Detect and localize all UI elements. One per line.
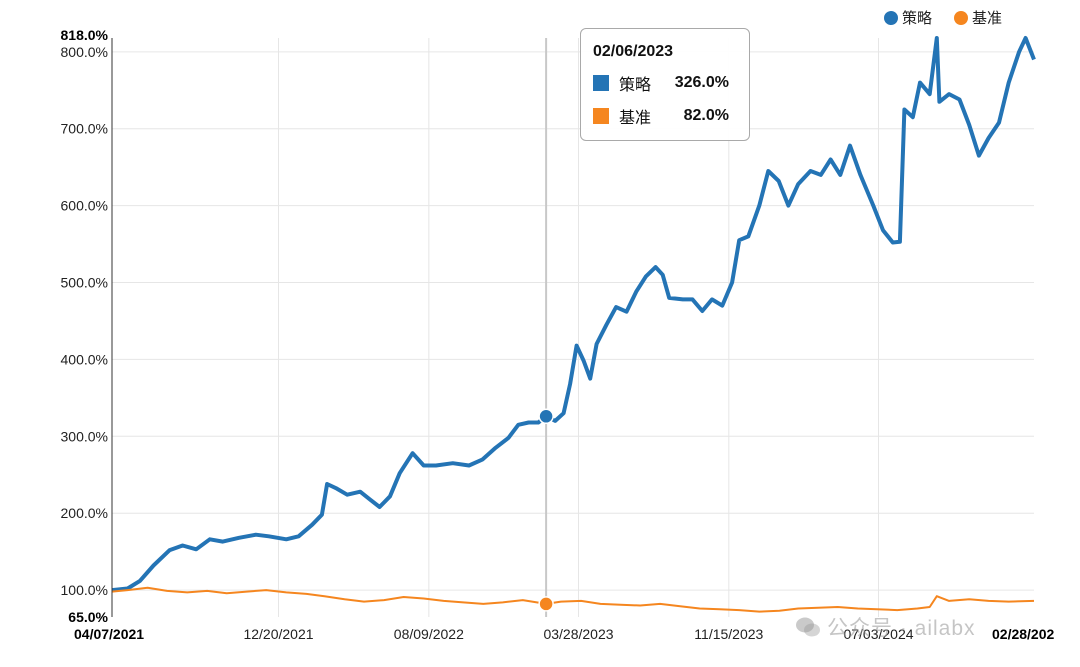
series-line-benchmark <box>111 586 1035 613</box>
legend-item-benchmark[interactable]: 基准 <box>953 7 1002 28</box>
tooltip-row-benchmark: 基准 82.0% <box>593 104 737 128</box>
tooltip-name-strategy: 策略 <box>619 77 652 94</box>
y-tick-label: 600.0% <box>61 198 108 214</box>
tooltip-swatch-strategy <box>593 75 609 91</box>
y-tick-label: 500.0% <box>61 275 108 291</box>
tooltip-value-strategy: 326.0% <box>674 74 729 91</box>
x-tick-label: 08/09/2022 <box>394 626 464 642</box>
legend-dot-strategy <box>883 10 898 25</box>
wechat-icon <box>796 617 820 637</box>
legend-label-benchmark: 基准 <box>971 10 1002 27</box>
y-tick-label: 700.0% <box>61 121 108 137</box>
x-tick-label: 07/03/2024 <box>843 626 913 642</box>
hover-marker-benchmark <box>538 596 554 612</box>
y-tick-label: 818.0% <box>61 27 109 43</box>
y-tick-label: 200.0% <box>61 505 108 521</box>
tooltip-swatch-benchmark <box>593 108 609 124</box>
series-lines <box>111 36 1036 613</box>
y-tick-label: 300.0% <box>61 428 108 444</box>
x-axis-ticks: 04/07/2021 12/20/2021 08/09/2022 03/28/2023… <box>74 626 1054 642</box>
tooltip-name-benchmark: 基准 <box>619 110 652 127</box>
y-axis-ticks: 818.0%800.0% 700.0% 600.0% 500.0% 400.0% 300.… <box>61 27 109 625</box>
y-tick-label: 100.0% <box>61 582 108 598</box>
tooltip-date: 02/06/2023 <box>593 43 674 60</box>
tooltip-value-benchmark: 82.0% <box>683 107 729 124</box>
legend-item-strategy[interactable]: 策略 <box>883 7 932 28</box>
series-line-strategy <box>111 36 1036 593</box>
x-tick-label: 12/20/2021 <box>243 626 313 642</box>
hover-markers <box>538 408 554 612</box>
legend-dot-benchmark <box>953 10 968 25</box>
grid-lines <box>112 38 1034 617</box>
y-tick-label: 65.0% <box>68 609 108 625</box>
legend: 策略 基准 <box>883 7 1002 28</box>
y-tick-label: 800.0% <box>61 44 108 60</box>
watermark: 公众号 · ailabx <box>795 612 976 642</box>
x-tick-label: 02/28/202 <box>992 626 1054 642</box>
tooltip-row-strategy: 策略 326.0% <box>593 71 737 95</box>
x-tick-label: 04/07/2021 <box>74 626 144 642</box>
hover-marker-strategy <box>538 408 554 425</box>
watermark-text: 公众号 · ailabx <box>827 617 976 640</box>
x-tick-label: 11/15/2023 <box>694 626 763 642</box>
y-tick-label: 400.0% <box>61 351 108 367</box>
legend-label-strategy: 策略 <box>901 10 932 27</box>
x-tick-label: 03/28/2023 <box>543 626 613 642</box>
chart-tooltip: 02/06/2023 策略 326.0% 基准 82.0% <box>580 28 750 141</box>
